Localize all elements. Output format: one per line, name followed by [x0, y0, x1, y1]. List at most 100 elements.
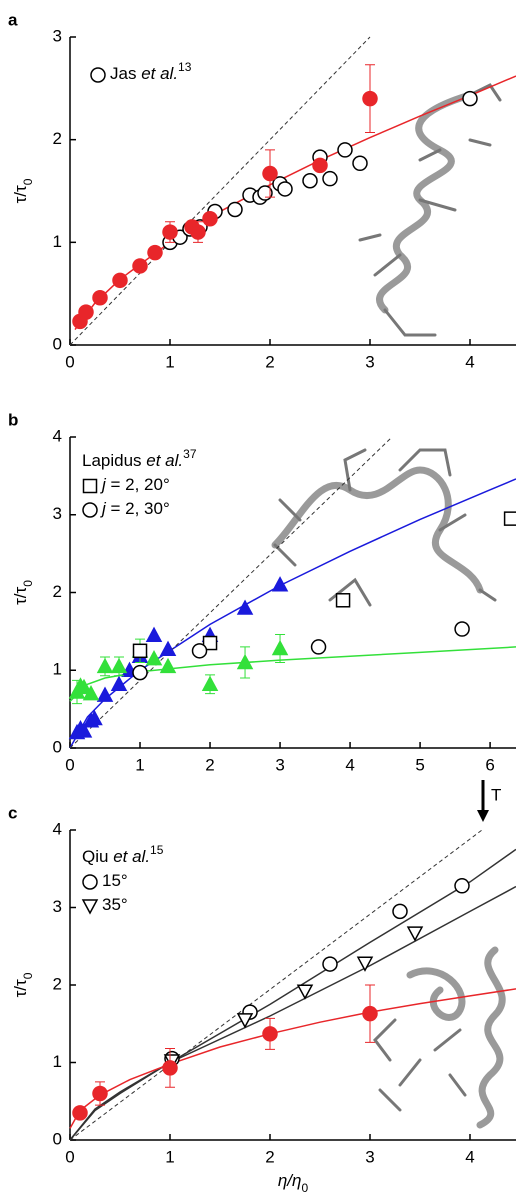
text-part: Jas: [110, 64, 141, 83]
y-tick-label: 3: [53, 897, 62, 916]
x-tick-label: 0: [65, 352, 74, 371]
marker: [145, 626, 163, 643]
text-part: 0: [301, 1181, 308, 1193]
marker: [145, 650, 163, 666]
y-axis-label: τ/τ0: [11, 580, 35, 605]
text-part: 0: [21, 178, 35, 185]
marker: [75, 678, 93, 695]
marker: [72, 1105, 88, 1121]
text-part: 15: [150, 843, 164, 857]
y-tick-label: 1: [53, 660, 62, 679]
x-tick-label: 1: [135, 755, 144, 774]
marker: [92, 290, 108, 306]
marker: [362, 90, 378, 107]
x-axis-label: η/η0: [278, 1171, 309, 1193]
marker: [271, 639, 289, 656]
marker: [337, 142, 353, 158]
panel-label: b: [8, 410, 18, 429]
text-part: 0: [21, 972, 35, 979]
x-tick-label: 1: [165, 352, 174, 371]
marker: [82, 874, 98, 890]
x-tick-label: 0: [65, 755, 74, 774]
text-part: j: [100, 499, 107, 518]
marker: [406, 926, 424, 942]
marker: [296, 984, 314, 1000]
arrow-head: [477, 810, 489, 822]
text-part: τ/τ: [11, 586, 30, 604]
panel-label: c: [8, 803, 17, 822]
panel-label: a: [8, 10, 18, 29]
marker: [96, 686, 114, 702]
text-part: 13: [178, 60, 192, 74]
y-tick-label: 1: [53, 1052, 62, 1071]
text-part: et al.: [113, 847, 150, 866]
marker: [90, 67, 106, 83]
marker: [302, 172, 318, 189]
marker: [356, 956, 374, 972]
fit-line: [69, 829, 483, 1141]
legend-label: 15°: [102, 871, 128, 890]
marker: [132, 643, 148, 659]
marker: [82, 502, 98, 518]
marker: [159, 640, 177, 657]
text-part: τ/τ: [11, 979, 30, 997]
text-part: Qiu: [82, 847, 113, 866]
text-part: τ/τ: [11, 185, 30, 203]
helix-structure-c: [373, 946, 506, 1129]
marker: [352, 155, 368, 172]
marker: [162, 224, 178, 240]
legend-title: Lapidus et al.37: [82, 447, 197, 470]
marker: [322, 170, 338, 187]
y-tick-label: 0: [53, 737, 62, 756]
fit-line: [69, 848, 516, 1141]
legend-title: Qiu et al.15: [82, 843, 164, 866]
marker: [86, 709, 103, 726]
y-tick-label: 4: [53, 819, 62, 838]
y-tick-label: 3: [53, 504, 62, 523]
text-part: = 2, 30°: [106, 499, 170, 518]
marker: [110, 657, 128, 674]
legend-label: Jas et al.13: [110, 60, 192, 83]
x-tick-label: 0: [65, 1147, 74, 1166]
y-tick-label: 0: [53, 334, 62, 353]
text-part: 37: [183, 447, 197, 461]
marker: [236, 1013, 254, 1029]
marker: [454, 878, 470, 894]
marker: [92, 1085, 108, 1102]
peptide-structure-b: [271, 448, 497, 607]
marker: [335, 593, 351, 608]
marker: [82, 684, 100, 701]
marker: [277, 181, 293, 197]
marker: [75, 722, 93, 738]
text-part: 15°: [102, 871, 128, 890]
marker: [262, 1026, 278, 1042]
x-tick-label: 2: [205, 755, 214, 774]
fit-line: [69, 436, 393, 749]
marker: [110, 675, 128, 691]
marker: [201, 675, 219, 691]
marker: [82, 478, 98, 494]
legend-label: 35°: [102, 895, 128, 914]
text-part: et al.: [141, 64, 178, 83]
legend-label: j = 2, 20°: [100, 475, 170, 494]
marker: [322, 956, 338, 972]
marker: [310, 639, 327, 655]
y-tick-label: 2: [53, 129, 62, 148]
x-tick-label: 3: [365, 352, 374, 371]
marker: [147, 244, 163, 261]
helix-structure-a: [358, 83, 502, 337]
fit-line: [69, 36, 371, 346]
marker: [190, 224, 206, 240]
text-part: = 2, 20°: [106, 475, 170, 494]
y-tick-label: 1: [53, 232, 62, 251]
marker: [312, 157, 328, 174]
marker: [392, 903, 408, 920]
y-tick-label: 2: [53, 582, 62, 601]
marker: [132, 664, 148, 681]
marker: [112, 272, 128, 289]
marker: [202, 210, 218, 227]
marker: [227, 201, 243, 218]
text-part: η/η: [278, 1171, 302, 1190]
fit-line: [69, 646, 516, 702]
